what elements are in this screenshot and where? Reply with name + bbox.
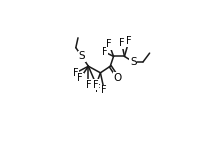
Text: F: F	[101, 85, 107, 95]
Text: F: F	[102, 47, 108, 57]
Text: F: F	[119, 38, 125, 48]
Text: F: F	[95, 84, 101, 94]
Text: F: F	[93, 80, 99, 90]
Text: F: F	[126, 36, 132, 46]
Text: S: S	[79, 51, 85, 61]
Text: F: F	[73, 68, 79, 78]
Text: F: F	[86, 80, 91, 90]
Text: F: F	[106, 39, 112, 49]
Text: F: F	[77, 73, 83, 83]
Text: S: S	[130, 57, 137, 67]
Text: O: O	[114, 73, 122, 83]
